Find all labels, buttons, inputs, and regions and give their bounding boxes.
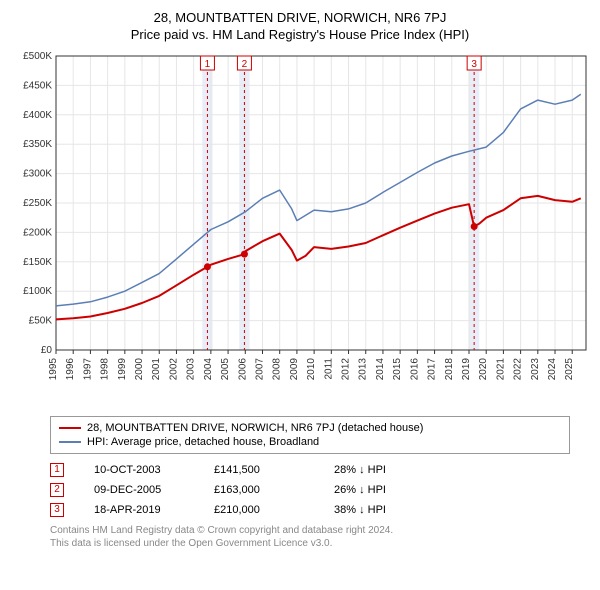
svg-text:1: 1: [205, 59, 211, 70]
svg-text:2004: 2004: [203, 358, 214, 381]
sales-table: 1 10-OCT-2003 £141,500 28% ↓ HPI 2 09-DEC-200…: [50, 460, 570, 520]
svg-text:2019: 2019: [461, 358, 472, 381]
svg-text:£350K: £350K: [23, 139, 52, 150]
sale-pct-vs-hpi: 28% ↓ HPI: [334, 464, 424, 476]
svg-text:2024: 2024: [547, 358, 558, 381]
sale-marker: 2: [50, 483, 64, 497]
svg-text:2021: 2021: [495, 358, 506, 381]
legend-label: HPI: Average price, detached house, Broa…: [87, 436, 319, 448]
svg-text:3: 3: [471, 59, 477, 70]
svg-text:2020: 2020: [478, 358, 489, 381]
svg-text:£100K: £100K: [23, 286, 52, 297]
sale-date: 18-APR-2019: [94, 504, 184, 516]
sale-marker: 1: [50, 463, 64, 477]
chart-area: £0 £50K £100K £150K £200K £250K £300K £350K £400…: [10, 50, 590, 410]
svg-text:£450K: £450K: [23, 80, 52, 91]
svg-text:2008: 2008: [272, 358, 283, 381]
legend-item: 28, MOUNTBATTEN DRIVE, NORWICH, NR6 7PJ …: [59, 421, 561, 435]
sale-date: 09-DEC-2005: [94, 484, 184, 496]
svg-text:£500K: £500K: [23, 51, 52, 62]
svg-text:1995: 1995: [48, 358, 59, 381]
chart-container: 28, MOUNTBATTEN DRIVE, NORWICH, NR6 7PJ …: [0, 0, 600, 556]
svg-text:2025: 2025: [564, 358, 575, 381]
license-line-1: Contains HM Land Registry data © Crown c…: [50, 524, 570, 537]
svg-text:£0: £0: [41, 345, 53, 356]
svg-text:1996: 1996: [65, 358, 76, 381]
svg-text:2012: 2012: [341, 358, 352, 381]
sale-price: £210,000: [214, 504, 304, 516]
sale-price: £141,500: [214, 464, 304, 476]
svg-text:2010: 2010: [306, 358, 317, 381]
svg-text:£250K: £250K: [23, 198, 52, 209]
svg-text:2000: 2000: [134, 358, 145, 381]
svg-text:2016: 2016: [409, 358, 420, 381]
sale-date: 10-OCT-2003: [94, 464, 184, 476]
svg-text:£300K: £300K: [23, 169, 52, 180]
line-chart-svg: £0 £50K £100K £150K £200K £250K £300K £350K £400…: [10, 50, 590, 410]
sale-row: 3 18-APR-2019 £210,000 38% ↓ HPI: [50, 500, 570, 520]
legend-swatch: [59, 441, 81, 443]
svg-text:1998: 1998: [100, 358, 111, 381]
license-text: Contains HM Land Registry data © Crown c…: [50, 524, 570, 550]
svg-text:2011: 2011: [323, 358, 334, 380]
sale-marker: 3: [50, 503, 64, 517]
svg-text:2007: 2007: [254, 358, 265, 381]
svg-text:2015: 2015: [392, 358, 403, 381]
svg-text:2009: 2009: [289, 358, 300, 381]
sale-price: £163,000: [214, 484, 304, 496]
svg-text:£50K: £50K: [29, 316, 53, 327]
svg-text:2022: 2022: [513, 358, 524, 381]
sale-row: 2 09-DEC-2005 £163,000 26% ↓ HPI: [50, 480, 570, 500]
svg-text:2003: 2003: [186, 358, 197, 381]
sale-row: 1 10-OCT-2003 £141,500 28% ↓ HPI: [50, 460, 570, 480]
svg-text:2013: 2013: [358, 358, 369, 381]
svg-text:2018: 2018: [444, 358, 455, 381]
svg-text:2006: 2006: [237, 358, 248, 381]
legend-item: HPI: Average price, detached house, Broa…: [59, 435, 561, 449]
svg-text:2014: 2014: [375, 358, 386, 381]
legend-label: 28, MOUNTBATTEN DRIVE, NORWICH, NR6 7PJ …: [87, 422, 423, 434]
svg-text:£150K: £150K: [23, 257, 52, 268]
legend-swatch: [59, 427, 81, 429]
svg-text:2001: 2001: [151, 358, 162, 381]
license-line-2: This data is licensed under the Open Gov…: [50, 537, 570, 550]
svg-text:2: 2: [242, 59, 248, 70]
svg-text:2005: 2005: [220, 358, 231, 381]
svg-text:2002: 2002: [168, 358, 179, 381]
svg-text:2023: 2023: [530, 358, 541, 381]
title-line-1: 28, MOUNTBATTEN DRIVE, NORWICH, NR6 7PJ: [10, 10, 590, 25]
svg-text:2017: 2017: [427, 358, 438, 381]
sale-pct-vs-hpi: 26% ↓ HPI: [334, 484, 424, 496]
svg-text:£400K: £400K: [23, 110, 52, 121]
svg-text:1999: 1999: [117, 358, 128, 381]
svg-text:£200K: £200K: [23, 227, 52, 238]
svg-text:1997: 1997: [82, 358, 93, 381]
sale-pct-vs-hpi: 38% ↓ HPI: [334, 504, 424, 516]
legend: 28, MOUNTBATTEN DRIVE, NORWICH, NR6 7PJ …: [50, 416, 570, 454]
title-line-2: Price paid vs. HM Land Registry's House …: [10, 27, 590, 42]
